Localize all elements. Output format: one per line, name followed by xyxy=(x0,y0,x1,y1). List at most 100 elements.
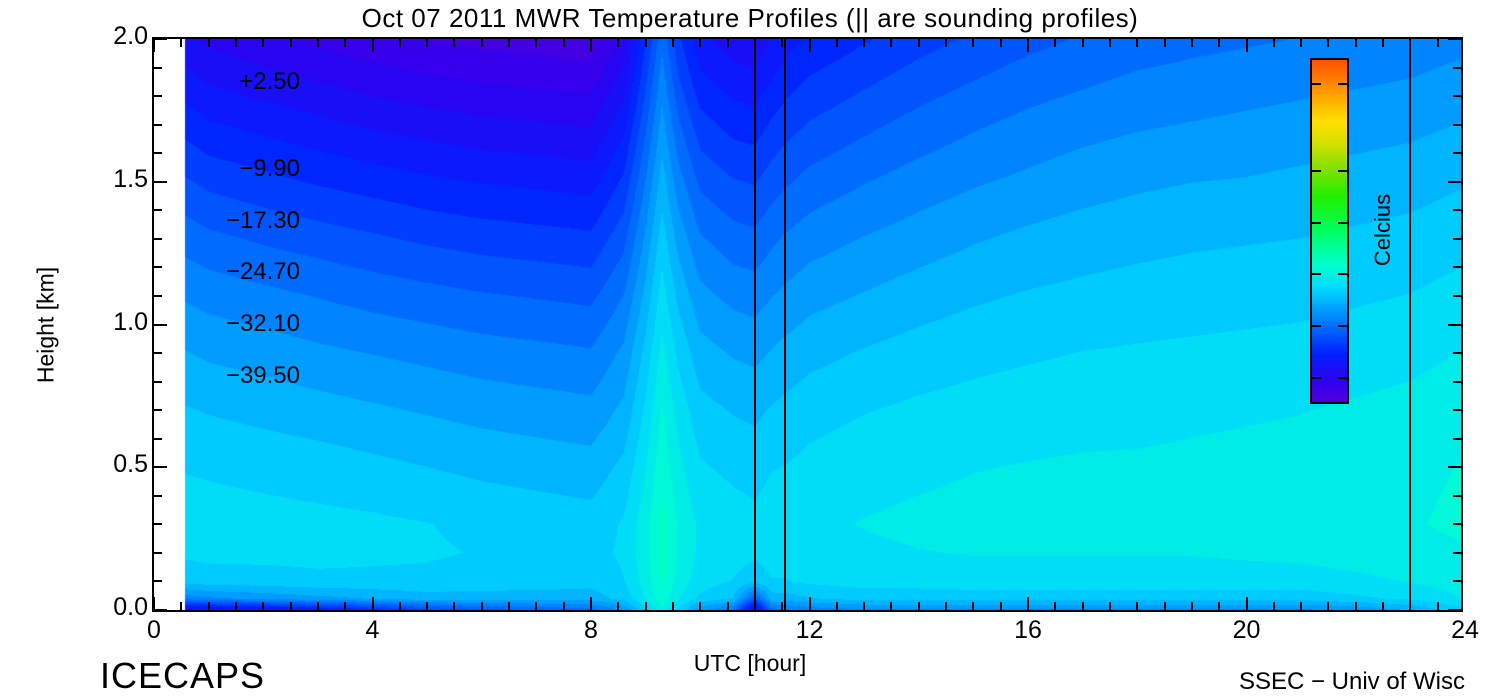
x-tick-minor xyxy=(1190,602,1193,610)
x-tick-minor-top xyxy=(316,39,319,47)
x-tick-minor-top xyxy=(835,39,838,47)
y-axis-title: Height [km] xyxy=(32,266,59,384)
x-tick-minor xyxy=(1382,602,1385,610)
x-tick-minor xyxy=(180,602,183,610)
colorbar-tick-right xyxy=(1338,377,1347,380)
y-tick-minor xyxy=(154,352,162,355)
x-tick-major-top xyxy=(153,39,155,52)
x-tick-minor-top xyxy=(917,39,920,47)
colorbar-tick xyxy=(1312,377,1321,380)
x-tick-minor xyxy=(535,602,538,610)
sounding-profile-line xyxy=(1409,39,1412,610)
x-tick-minor-top xyxy=(180,39,183,47)
colorbar-tick-right xyxy=(1338,273,1347,276)
x-tick-minor-top xyxy=(398,39,401,47)
x-tick-minor-top xyxy=(999,39,1002,47)
y-tick-minor-right xyxy=(1453,237,1461,240)
sounding-profile-line xyxy=(753,39,756,610)
x-tick-minor xyxy=(890,602,893,610)
x-tick-minor-top xyxy=(207,39,210,47)
y-tick-minor xyxy=(154,209,162,212)
y-tick-minor-right xyxy=(1453,523,1461,526)
colorbar-tick-right xyxy=(1338,82,1347,85)
y-tick-minor-right xyxy=(1453,380,1461,383)
x-tick-label: 8 xyxy=(584,616,598,644)
x-tick-minor-top xyxy=(453,39,456,47)
x-tick-minor xyxy=(398,602,401,610)
page-title: Oct 07 2011 MWR Temperature Profiles (||… xyxy=(361,3,1139,33)
x-tick-major xyxy=(590,597,592,610)
x-tick-minor xyxy=(999,602,1002,610)
colorbar-label: −32.10 xyxy=(225,310,300,338)
x-tick-minor xyxy=(480,602,483,610)
x-tick-minor xyxy=(1108,602,1111,610)
x-tick-label: 16 xyxy=(1014,616,1042,644)
y-tick-major xyxy=(154,38,167,40)
x-tick-minor-top xyxy=(890,39,893,47)
y-tick-minor-right xyxy=(1453,294,1461,297)
y-tick-minor xyxy=(154,409,162,412)
x-axis-title: UTC [hour] xyxy=(693,650,807,676)
y-tick-major xyxy=(154,609,167,611)
x-tick-minor xyxy=(671,602,674,610)
x-tick-minor xyxy=(262,602,265,610)
x-tick-major xyxy=(153,597,155,610)
x-tick-major xyxy=(371,597,374,610)
x-tick-minor xyxy=(972,602,975,610)
x-tick-minor-top xyxy=(617,39,620,47)
y-tick-minor xyxy=(154,580,162,583)
x-tick-label: 4 xyxy=(365,616,380,644)
y-tick-major-right xyxy=(1448,38,1461,40)
x-tick-minor xyxy=(234,602,237,610)
y-tick-minor-right xyxy=(1453,494,1461,497)
x-tick-minor-top xyxy=(1300,39,1303,47)
x-tick-minor-top xyxy=(1218,39,1221,47)
x-tick-minor xyxy=(781,602,784,610)
x-tick-major-top xyxy=(1245,39,1248,52)
x-tick-minor xyxy=(1218,602,1221,610)
x-tick-minor-top xyxy=(1272,39,1275,47)
x-tick-minor xyxy=(1327,602,1330,610)
colorbar-label: −39.50 xyxy=(225,362,300,390)
x-tick-minor xyxy=(289,602,292,610)
colorbar-tick-right xyxy=(1338,169,1347,172)
x-tick-minor-top xyxy=(1081,39,1084,47)
y-tick-minor xyxy=(154,66,162,69)
y-tick-minor xyxy=(154,523,162,526)
y-tick-minor-right xyxy=(1453,409,1461,412)
plot-area xyxy=(152,37,1463,612)
x-tick-minor xyxy=(917,602,920,610)
x-tick-minor xyxy=(835,602,838,610)
x-tick-minor-top xyxy=(972,39,975,47)
x-tick-minor-top xyxy=(234,39,237,47)
x-tick-minor xyxy=(1409,602,1412,610)
x-tick-label: 0 xyxy=(147,616,161,644)
colorbar-gradient xyxy=(1310,58,1349,404)
x-tick-minor-top xyxy=(480,39,483,47)
x-tick-minor xyxy=(1054,602,1057,610)
x-tick-minor-top xyxy=(1190,39,1193,47)
x-tick-minor xyxy=(207,602,210,610)
x-tick-minor xyxy=(644,602,647,610)
x-tick-minor-top xyxy=(344,39,347,47)
x-tick-minor-top xyxy=(426,39,429,47)
y-tick-minor-right xyxy=(1453,551,1461,554)
x-tick-minor xyxy=(726,602,729,610)
colorbar-tick xyxy=(1312,273,1321,276)
x-tick-minor xyxy=(453,602,456,610)
colorbar-tick xyxy=(1312,221,1321,224)
x-tick-major-top xyxy=(371,39,374,52)
y-tick-minor-right xyxy=(1453,66,1461,69)
sounding-profile-line xyxy=(783,39,786,610)
x-tick-major-top xyxy=(808,39,811,52)
x-tick-major xyxy=(1245,597,1248,610)
y-tick-label: 2.0 xyxy=(113,22,148,50)
y-tick-major-right xyxy=(1448,466,1461,469)
x-tick-minor xyxy=(1272,602,1275,610)
colorbar-tick xyxy=(1312,169,1321,172)
x-tick-label: 12 xyxy=(795,616,824,644)
colorbar-tick-right xyxy=(1338,325,1347,328)
colorbar-tick xyxy=(1312,82,1321,85)
colorbar-tick xyxy=(1312,325,1321,328)
